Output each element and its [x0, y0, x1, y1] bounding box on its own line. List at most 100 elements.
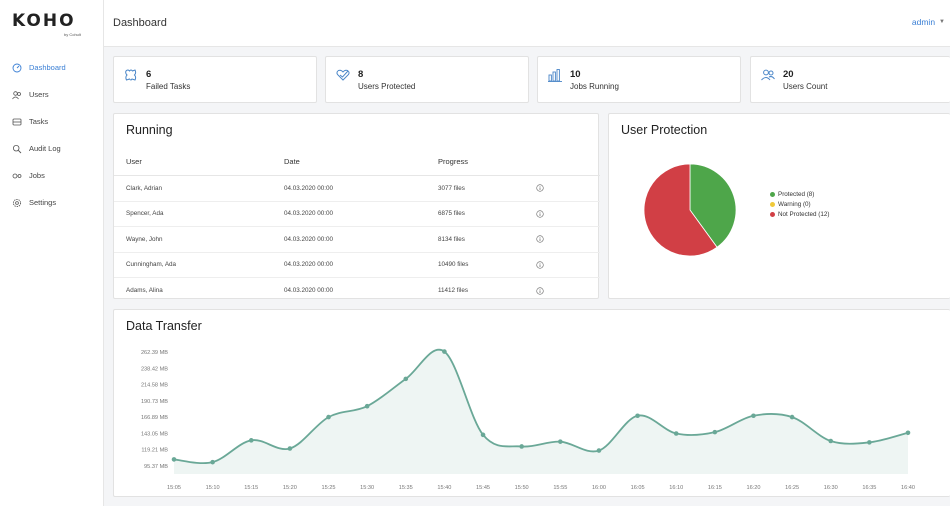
x-tick-label: 15:50 [515, 485, 529, 491]
users-icon [12, 90, 22, 100]
data-point[interactable] [673, 431, 679, 436]
top-bar: Dashboard admin ▼ [104, 0, 950, 47]
koho-logo[interactable]: KOHO by Cohult [12, 12, 92, 38]
user-menu[interactable]: admin ▼ [912, 17, 945, 27]
dashboard-icon [12, 63, 22, 73]
sidebar-item-audit-log[interactable]: Audit Log [0, 135, 104, 162]
info-icon[interactable] [536, 210, 576, 218]
sidebar: KOHO by Cohult Dashboard Users Tasks Au [0, 0, 104, 506]
data-point[interactable] [905, 430, 911, 436]
info-icon[interactable] [536, 235, 576, 243]
table-row[interactable]: Cunningham, Ada 04.03.2020 00:00 10490 f… [114, 253, 600, 278]
sidebar-item-label: Settings [29, 198, 57, 207]
x-tick-label: 16:25 [785, 485, 799, 491]
data-point[interactable] [751, 413, 756, 419]
stat-value: 10 [570, 69, 581, 80]
stat-card-failed-tasks[interactable]: 6 Failed Tasks [113, 56, 317, 103]
cell-date: 04.03.2020 00:00 [284, 261, 334, 269]
sidebar-item-label: Jobs [29, 171, 45, 180]
cell-date: 04.03.2020 00:00 [284, 210, 334, 218]
sidebar-item-tasks[interactable]: Tasks [0, 108, 104, 135]
check-heart-icon [335, 67, 351, 83]
table-row[interactable]: Adams, Alina 04.03.2020 00:00 11412 file… [114, 278, 600, 304]
data-point[interactable] [789, 414, 795, 420]
data-point[interactable] [596, 448, 602, 453]
cell-progress: 8134 files [438, 235, 465, 243]
y-tick-label: 143.05 MB [141, 431, 168, 437]
sidebar-item-users[interactable]: Users [0, 81, 104, 108]
sidebar-item-settings[interactable]: Settings [0, 189, 104, 216]
data-point[interactable] [558, 439, 563, 444]
data-point[interactable] [364, 403, 370, 409]
stat-label: Failed Tasks [146, 82, 191, 91]
data-point[interactable] [519, 444, 524, 449]
stat-label: Users Protected [358, 82, 416, 91]
column-header-user: User [126, 156, 142, 166]
users-group-icon [760, 67, 776, 83]
legend-item-warning: Warning (0) [770, 199, 829, 209]
info-icon[interactable] [536, 287, 576, 295]
data-transfer-card: Data Transfer 262.39 MB 238.42 MB 214.58 M… [113, 309, 950, 497]
data-point[interactable] [442, 349, 447, 354]
data-point[interactable] [210, 459, 215, 465]
table-header: User Date Progress [114, 147, 600, 176]
legend-label: Not Protected (12) [778, 210, 830, 218]
legend-label: Protected (8) [778, 190, 815, 198]
data-point[interactable] [248, 438, 254, 443]
table-row[interactable]: Clark, Adrian 04.03.2020 00:00 3077 file… [114, 176, 600, 202]
x-tick-label: 16:20 [746, 485, 760, 491]
data-point[interactable] [171, 457, 177, 462]
x-tick-label: 16:05 [631, 485, 645, 491]
table-row[interactable]: Spencer, Ada 04.03.2020 00:00 6875 files [114, 202, 600, 227]
data-point[interactable] [326, 414, 331, 420]
pie-slice-protected[interactable] [689, 163, 737, 248]
x-tick-label: 16:35 [862, 485, 876, 491]
user-protection-title: User Protection [621, 123, 708, 137]
cell-user: Wayne, John [126, 235, 163, 243]
logo-wordmark: KOHO [12, 11, 76, 31]
data-point[interactable] [867, 440, 872, 445]
x-tick-label: 16:30 [824, 485, 838, 491]
x-tick-label: 16:00 [592, 485, 606, 491]
y-tick-label: 214.58 MB [141, 383, 168, 389]
x-tick-label: 15:40 [437, 485, 451, 491]
x-tick-label: 15:55 [553, 485, 567, 491]
legend-item-protected: Protected (8) [770, 189, 829, 199]
data-point[interactable] [635, 413, 640, 419]
x-tick-label: 15:05 [167, 485, 181, 491]
sidebar-item-jobs[interactable]: Jobs [0, 162, 104, 189]
running-card: Running User Date Progress Clark, Adrian… [113, 113, 600, 299]
stat-card-users-count[interactable]: 20 Users Count [750, 56, 950, 103]
settings-icon [12, 198, 22, 208]
series-area [174, 349, 908, 474]
page-title: Dashboard [113, 17, 167, 29]
data-point[interactable] [712, 429, 718, 435]
pie-slice-not-protected[interactable] [643, 163, 718, 257]
table-row[interactable]: Wayne, John 04.03.2020 00:00 8134 files [114, 227, 600, 253]
x-tick-label: 15:45 [476, 485, 490, 491]
x-tick-label: 16:10 [669, 485, 683, 491]
puzzle-icon [123, 67, 139, 83]
sidebar-item-dashboard[interactable]: Dashboard [0, 54, 104, 81]
data-transfer-title: Data Transfer [126, 319, 202, 333]
running-title: Running [126, 123, 173, 137]
data-point[interactable] [403, 376, 409, 382]
stat-card-jobs-running[interactable]: 10 Jobs Running [537, 56, 741, 103]
y-tick-label: 95.37 MB [144, 464, 168, 470]
cell-date: 04.03.2020 00:00 [284, 287, 334, 295]
stat-label: Jobs Running [570, 82, 619, 91]
data-point[interactable] [828, 438, 834, 444]
protection-pie-chart [643, 163, 737, 257]
stat-label: Users Count [783, 82, 828, 91]
cell-date: 04.03.2020 00:00 [284, 184, 334, 192]
y-tick-label: 262.39 MB [141, 350, 168, 356]
audit-log-icon [12, 144, 22, 154]
legend-dot [770, 211, 775, 217]
data-point[interactable] [480, 432, 486, 438]
stat-card-users-protected[interactable]: 8 Users Protected [325, 56, 529, 103]
info-icon[interactable] [536, 184, 576, 192]
x-tick-label: 15:10 [206, 485, 220, 491]
stat-value: 8 [358, 69, 364, 80]
data-point[interactable] [287, 446, 293, 451]
info-icon[interactable] [536, 261, 576, 269]
